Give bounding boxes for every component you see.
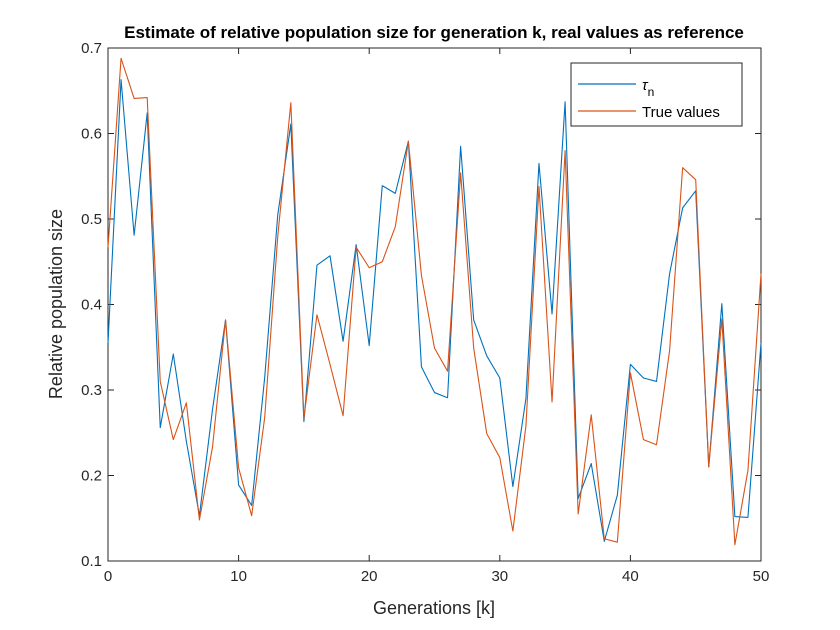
- y-tick-label: 0.4: [81, 297, 102, 314]
- x-tick-label: 0: [104, 568, 112, 585]
- x-tick-label: 30: [491, 568, 508, 585]
- y-axis-label: Relative population size: [46, 209, 66, 399]
- legend-label-subscript: n: [648, 85, 655, 99]
- x-tick-label: 40: [622, 568, 639, 585]
- y-tick-label: 0.3: [81, 382, 102, 399]
- legend-label-true-values: True values: [642, 104, 720, 121]
- y-tick-label: 0.5: [81, 211, 102, 228]
- legend-label-tau: τ: [642, 77, 649, 94]
- y-tick-label: 0.2: [81, 468, 102, 485]
- legend-box: [570, 62, 743, 127]
- y-tick-label: 0.7: [81, 40, 102, 57]
- x-axis-label: Generations [k]: [373, 598, 495, 618]
- x-tick-label: 20: [361, 568, 378, 585]
- chart-title: Estimate of relative population size for…: [124, 23, 744, 42]
- series-layer: [107, 57, 762, 546]
- legend: τn True values: [570, 62, 743, 127]
- x-tick-label: 50: [753, 568, 770, 585]
- series-line-true-values: [107, 57, 762, 546]
- ticks-layer: 0 10 20 30 40 50 0.1 0.2 0.3 0.4 0.5 0.6 0.7: [81, 40, 769, 585]
- plot-area: 0 10 20 30 40 50 0.1 0.2 0.3 0.4 0.5 0.6 0.7: [81, 40, 769, 585]
- series-line-tau-n: [107, 79, 762, 542]
- legend-label-tau-n: τn: [642, 77, 654, 99]
- y-tick-label: 0.1: [81, 553, 102, 570]
- y-tick-label: 0.6: [81, 126, 102, 143]
- x-tick-label: 10: [230, 568, 247, 585]
